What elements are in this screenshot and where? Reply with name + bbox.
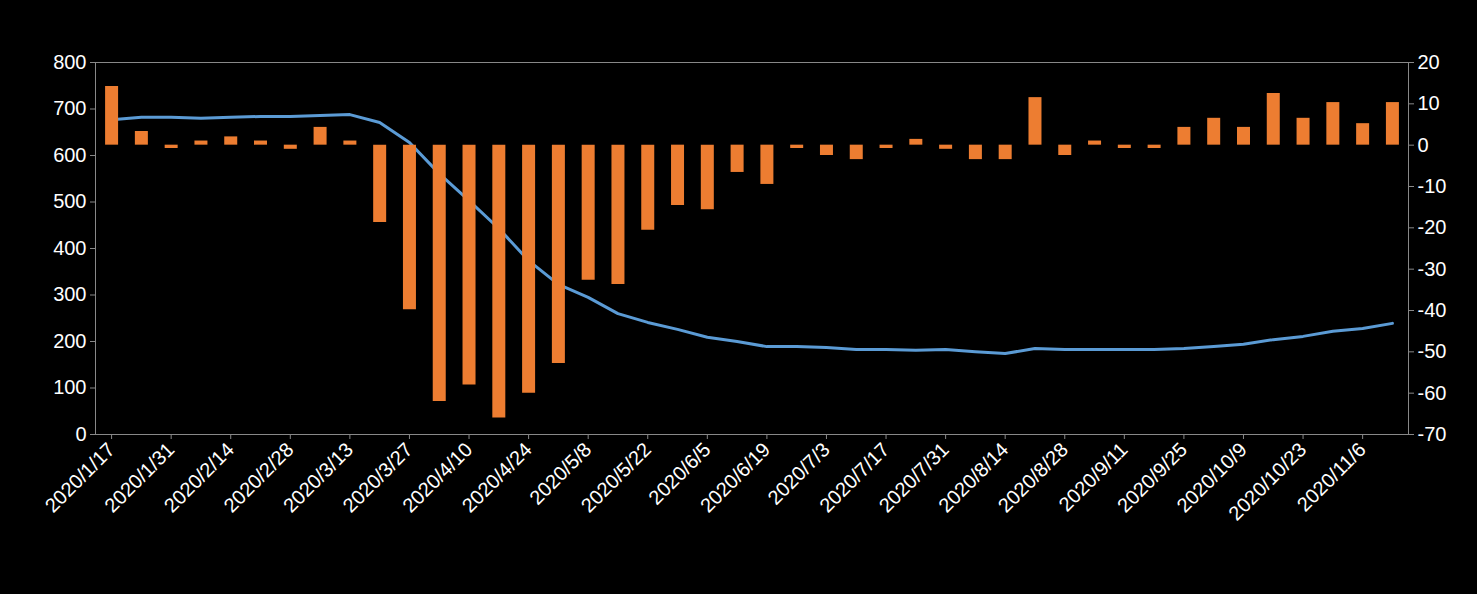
svg-text:2020/6/5: 2020/6/5 bbox=[644, 438, 715, 509]
svg-text:2020/1/17: 2020/1/17 bbox=[40, 438, 119, 517]
svg-text:20: 20 bbox=[1418, 51, 1440, 73]
svg-text:-60: -60 bbox=[1418, 382, 1447, 404]
svg-text:-10: -10 bbox=[1418, 175, 1447, 197]
svg-text:-40: -40 bbox=[1418, 299, 1447, 321]
svg-text:10: 10 bbox=[1418, 92, 1440, 114]
svg-text:2020/1/31: 2020/1/31 bbox=[100, 438, 179, 517]
svg-text:2020/7/3: 2020/7/3 bbox=[763, 438, 834, 509]
svg-text:2020/5/8: 2020/5/8 bbox=[524, 438, 596, 509]
svg-text:2020/5/22: 2020/5/22 bbox=[577, 438, 655, 516]
svg-text:-30: -30 bbox=[1418, 258, 1447, 280]
svg-text:2020/9/11: 2020/9/11 bbox=[1054, 438, 1132, 516]
svg-text:2020/2/14: 2020/2/14 bbox=[159, 438, 239, 517]
svg-text:-70: -70 bbox=[1418, 423, 1447, 445]
svg-text:800: 800 bbox=[53, 51, 86, 73]
svg-text:2020/8/28: 2020/8/28 bbox=[993, 438, 1073, 517]
svg-text:0: 0 bbox=[1418, 134, 1429, 156]
svg-text:2020/10/23: 2020/10/23 bbox=[1224, 438, 1310, 524]
svg-text:600: 600 bbox=[53, 144, 86, 166]
svg-text:2020/9/25: 2020/9/25 bbox=[1112, 438, 1192, 517]
svg-text:2020/6/19: 2020/6/19 bbox=[696, 438, 774, 516]
svg-text:2020/11/6: 2020/11/6 bbox=[1293, 438, 1370, 515]
svg-text:-50: -50 bbox=[1418, 340, 1447, 362]
svg-text:700: 700 bbox=[53, 97, 86, 119]
svg-text:100: 100 bbox=[53, 376, 86, 398]
svg-text:500: 500 bbox=[53, 190, 86, 212]
svg-text:2020/4/10: 2020/4/10 bbox=[397, 438, 477, 517]
svg-text:200: 200 bbox=[53, 330, 86, 352]
svg-text:2020/7/31: 2020/7/31 bbox=[874, 438, 953, 517]
svg-text:300: 300 bbox=[53, 283, 86, 305]
svg-text:0: 0 bbox=[75, 423, 86, 445]
svg-text:400: 400 bbox=[53, 237, 86, 259]
svg-text:-20: -20 bbox=[1418, 216, 1447, 238]
svg-text:2020/3/13: 2020/3/13 bbox=[278, 438, 358, 517]
svg-text:2020/7/17: 2020/7/17 bbox=[814, 438, 894, 517]
svg-text:2020/4/24: 2020/4/24 bbox=[457, 438, 535, 516]
svg-text:2020/3/27: 2020/3/27 bbox=[338, 438, 417, 517]
svg-text:2020/8/14: 2020/8/14 bbox=[934, 438, 1013, 517]
svg-text:2020/2/28: 2020/2/28 bbox=[219, 438, 298, 517]
svg-text:2020/10/9: 2020/10/9 bbox=[1172, 438, 1251, 517]
